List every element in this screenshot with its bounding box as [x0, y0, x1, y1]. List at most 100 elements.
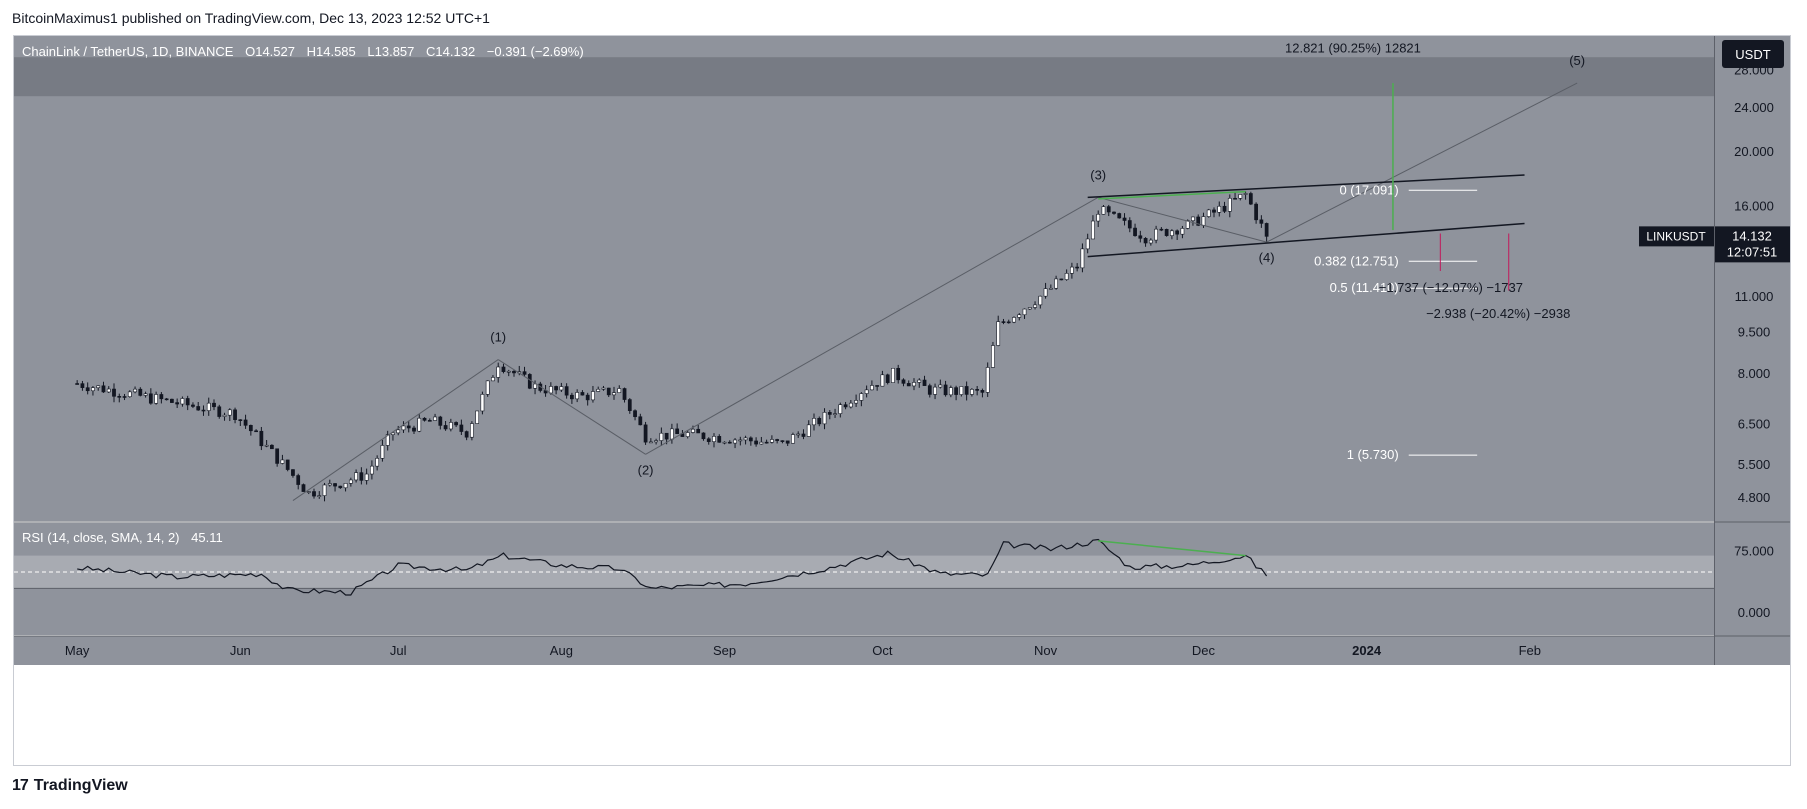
candle-body — [806, 424, 811, 437]
candle-body — [470, 423, 474, 438]
candle-body — [864, 389, 869, 394]
candle-body — [1001, 321, 1006, 323]
candle-body — [1233, 197, 1237, 200]
candle-body — [185, 398, 190, 406]
candle-body — [743, 437, 748, 441]
candle-body — [227, 409, 232, 416]
price-tick: 6.500 — [1738, 417, 1771, 432]
candle-body — [827, 412, 832, 415]
candle-body — [422, 417, 427, 421]
candle-body — [412, 427, 416, 432]
currency-button[interactable]: USDT — [1735, 47, 1770, 62]
wave-label: (1) — [490, 330, 506, 345]
candle-body — [943, 384, 948, 396]
candle-body — [417, 417, 422, 432]
footer-brand[interactable]: 17 TradingView — [12, 777, 128, 795]
candle-body — [343, 483, 348, 489]
candle-body — [1117, 213, 1122, 219]
low-value: 13.857 — [375, 44, 415, 59]
candle-body — [564, 386, 569, 396]
candle-body — [870, 385, 874, 391]
candle-body — [1027, 307, 1032, 310]
candle-body — [633, 410, 637, 418]
candle-body — [1170, 230, 1174, 236]
candle-body — [1154, 228, 1158, 241]
currency-button-bg[interactable] — [1722, 40, 1784, 68]
candle-body — [438, 416, 443, 426]
candle-body — [264, 444, 269, 447]
candle-body — [948, 387, 953, 396]
candle-body — [859, 393, 864, 401]
candle-body — [1091, 220, 1095, 240]
candle-body — [291, 469, 295, 476]
candle-body — [133, 388, 137, 393]
candle-body — [685, 432, 690, 437]
candle-body — [648, 441, 653, 444]
candle-body — [243, 419, 248, 426]
candle-body — [1043, 288, 1048, 297]
candle-body — [138, 388, 143, 396]
price-tick: 8.000 — [1738, 366, 1771, 381]
close-value: 14.132 — [435, 44, 475, 59]
candle-body — [980, 390, 985, 393]
last-price: 14.132 — [1732, 228, 1772, 243]
candle-body — [1206, 209, 1211, 217]
candle-body — [991, 345, 995, 368]
candle-body — [1017, 314, 1022, 318]
candle-body — [406, 425, 411, 429]
candle-body — [327, 483, 332, 486]
chart-canvas[interactable]: (1) (2) (3) (4) (5) 0 (17.091) 0.382 (12.751) 0… — [14, 36, 1790, 765]
rsi-name: RSI (14, close, SMA, 14, 2) — [22, 530, 180, 545]
candle-body — [233, 409, 237, 420]
chart-container[interactable]: (1) (2) (3) (4) (5) 0 (17.091) 0.382 (12.751) 0… — [13, 35, 1791, 766]
candle-body — [559, 386, 564, 391]
time-tick: Dec — [1192, 643, 1216, 658]
candles-layer — [75, 191, 1269, 502]
candle-body — [1012, 317, 1016, 323]
candle-body — [1201, 216, 1206, 226]
candle-body — [433, 416, 437, 421]
candle-body — [585, 394, 590, 401]
candle-body — [1096, 213, 1101, 222]
candle-body — [380, 445, 385, 459]
candle-body — [1191, 216, 1195, 221]
drawings-layer: (1) (2) (3) (4) (5) 0 (17.091) 0.382 (12.751) 0… — [292, 41, 1585, 501]
time-tick: Oct — [872, 643, 893, 658]
candle-body — [512, 370, 516, 374]
candle-body — [338, 485, 343, 489]
candle-body — [1196, 216, 1201, 226]
candle-body — [959, 386, 964, 395]
candle-body — [638, 416, 643, 426]
candle-body — [348, 479, 353, 484]
candle-body — [301, 484, 306, 492]
rsi-legend: RSI (14, close, SMA, 14, 2) 45.11 — [22, 530, 223, 545]
rsi-tick: 75.000 — [1734, 544, 1774, 559]
rsi-line — [77, 538, 1268, 596]
candle-body — [770, 439, 774, 443]
candle-body — [196, 406, 201, 411]
candle-body — [396, 429, 401, 434]
candle-body — [712, 436, 716, 442]
candle-body — [748, 437, 753, 442]
fib-level-label: 0.382 (12.751) — [1314, 253, 1399, 268]
candle-body — [785, 440, 790, 444]
candle-body — [1133, 227, 1137, 237]
fib-level-label: 0.5 (11.410) — [1330, 280, 1399, 295]
candle-body — [922, 379, 927, 386]
candle-body — [938, 384, 943, 388]
candle-body — [822, 412, 827, 425]
candle-body — [759, 441, 764, 445]
candle-body — [201, 409, 206, 412]
range-label: −2.938 (−20.42%) −2938 — [1426, 306, 1570, 321]
candle-body — [1075, 266, 1080, 269]
candle-body — [91, 387, 95, 392]
candle-body — [533, 383, 537, 389]
time-tick: Feb — [1519, 643, 1541, 658]
candle-body — [154, 394, 158, 404]
price-tick: 4.800 — [1738, 490, 1771, 505]
candle-body — [796, 433, 801, 436]
time-axis-bg — [14, 636, 1714, 665]
candle-body — [1127, 220, 1132, 229]
candle-body — [1164, 229, 1169, 236]
candle-body — [1254, 203, 1258, 221]
